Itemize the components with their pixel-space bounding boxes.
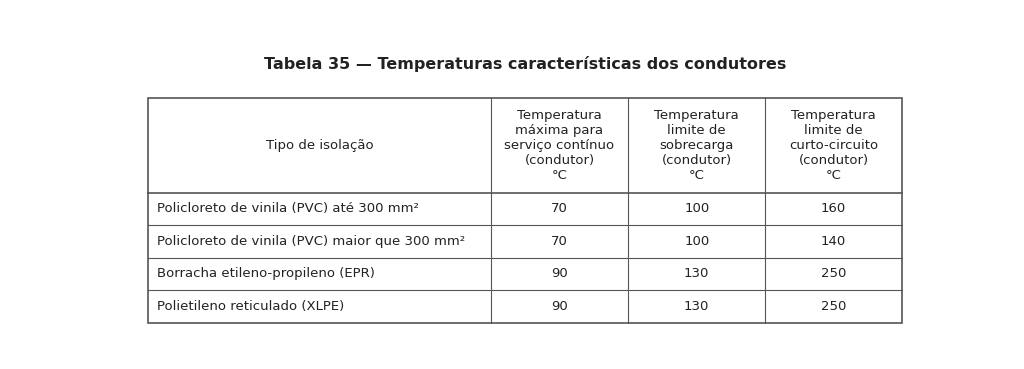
Text: Tabela 35 — Temperaturas características dos condutores: Tabela 35 — Temperaturas características… <box>263 56 786 72</box>
Text: 90: 90 <box>551 268 568 280</box>
Text: 90: 90 <box>551 300 568 313</box>
Text: 250: 250 <box>821 268 846 280</box>
Text: Temperatura
limite de
sobrecarga
(condutor)
°C: Temperatura limite de sobrecarga (condut… <box>654 109 739 182</box>
Text: Temperatura
máxima para
serviço contínuo
(condutor)
°C: Temperatura máxima para serviço contínuo… <box>505 109 614 182</box>
Text: 100: 100 <box>684 235 710 248</box>
Text: Temperatura
limite de
curto-circuito
(condutor)
°C: Temperatura limite de curto-circuito (co… <box>788 109 879 182</box>
Text: Policloreto de vinila (PVC) até 300 mm²: Policloreto de vinila (PVC) até 300 mm² <box>158 202 419 215</box>
Text: 130: 130 <box>684 300 710 313</box>
Text: Borracha etileno-propileno (EPR): Borracha etileno-propileno (EPR) <box>158 268 375 280</box>
Text: 250: 250 <box>821 300 846 313</box>
Text: 140: 140 <box>821 235 846 248</box>
Text: Policloreto de vinila (PVC) maior que 300 mm²: Policloreto de vinila (PVC) maior que 30… <box>158 235 466 248</box>
Text: 160: 160 <box>821 202 846 215</box>
Text: 70: 70 <box>551 235 568 248</box>
Text: Polietileno reticulado (XLPE): Polietileno reticulado (XLPE) <box>158 300 345 313</box>
Text: 100: 100 <box>684 202 710 215</box>
Text: Tipo de isolação: Tipo de isolação <box>265 139 373 152</box>
Text: 70: 70 <box>551 202 568 215</box>
Text: 130: 130 <box>684 268 710 280</box>
